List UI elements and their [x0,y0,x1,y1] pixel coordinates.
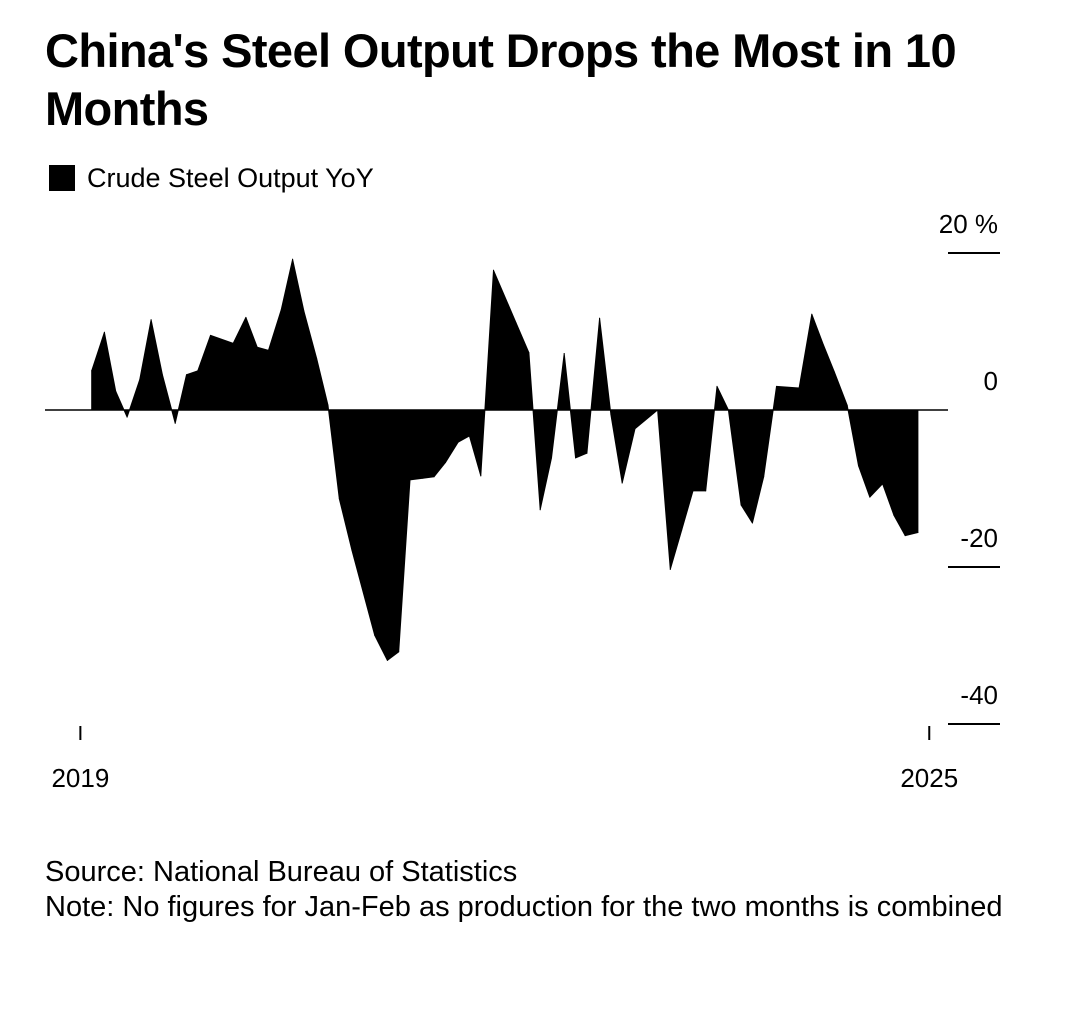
data-point [150,319,152,321]
data-point [917,532,919,533]
source-note: Source: National Bureau of Statistics [45,856,518,888]
data-point [669,568,671,570]
y-axis: 20 % 0 -20 -40 [939,209,1000,725]
footer: Source: National Bureau of Statistics No… [45,855,1045,925]
data-point [599,317,601,319]
data-point [351,550,353,551]
data-point [515,322,517,324]
data-point [716,385,718,387]
data-point [210,334,211,336]
data-point [433,476,435,478]
data-point [539,509,541,511]
data-point [882,483,884,485]
data-point [303,310,305,312]
data-point [586,452,588,454]
data-point [316,357,318,359]
data-point [621,482,623,484]
data-point [869,496,871,498]
y-tick-label: 20 % [939,209,998,239]
data-point [740,504,742,506]
data-point [763,476,765,478]
data-point [705,490,707,492]
data-point [480,475,482,477]
data-point [126,416,128,418]
data-point [798,387,800,389]
data-point [681,529,683,531]
data-point [174,422,176,424]
x-tick-label: 2025 [900,763,958,793]
data-point [232,342,234,344]
data-point [528,352,530,354]
data-point [91,370,93,372]
data-point [692,490,694,492]
chart-title: China's Steel Output Drops the Most in 1… [45,24,957,135]
data-point [751,522,753,524]
footnote: Note: No figures for Jan-Feb as producti… [45,891,1003,923]
data-point [398,651,400,653]
data-point [422,477,424,479]
data-point [634,428,636,430]
legend: Crude Steel Output YoY [49,160,374,196]
data-point [575,457,577,459]
data-point [468,435,470,437]
y-tick-label: -40 [960,680,998,710]
data-point [280,309,282,310]
data-point [551,457,552,459]
data-point [409,479,411,481]
data-point [374,634,376,636]
data-point [292,258,294,260]
data-point [444,462,446,464]
legend-swatch [49,165,75,191]
x-axis: 2019 2025 [51,726,958,793]
data-point [268,349,269,351]
data-point [834,371,835,373]
data-point [103,331,105,333]
data-point [327,404,329,406]
area-series-crude-steel-output [91,258,919,661]
data-point [846,404,848,406]
data-point [139,378,141,380]
area-layer [91,258,919,661]
data-point [822,343,824,345]
y-tick-label: -20 [960,523,998,553]
data-point [457,441,459,443]
chart-plot: 20 % 0 -20 -40 2019 2025 [45,209,1000,793]
data-point [493,269,494,271]
data-point [904,535,906,537]
legend-label: Crude Steel Output YoY [87,162,374,193]
data-point [256,346,258,348]
data-point [858,465,859,467]
data-point [161,374,163,376]
data-point [386,659,388,661]
x-tick-label: 2019 [51,763,109,793]
data-point [115,390,117,392]
data-point [610,414,612,416]
data-point [893,514,895,516]
data-point [338,498,340,500]
data-point [197,370,199,372]
data-point [563,353,565,354]
data-point [811,313,813,315]
data-point [776,385,777,387]
data-point [245,316,247,318]
data-point [186,374,187,376]
y-tick-label: 0 [984,366,998,396]
